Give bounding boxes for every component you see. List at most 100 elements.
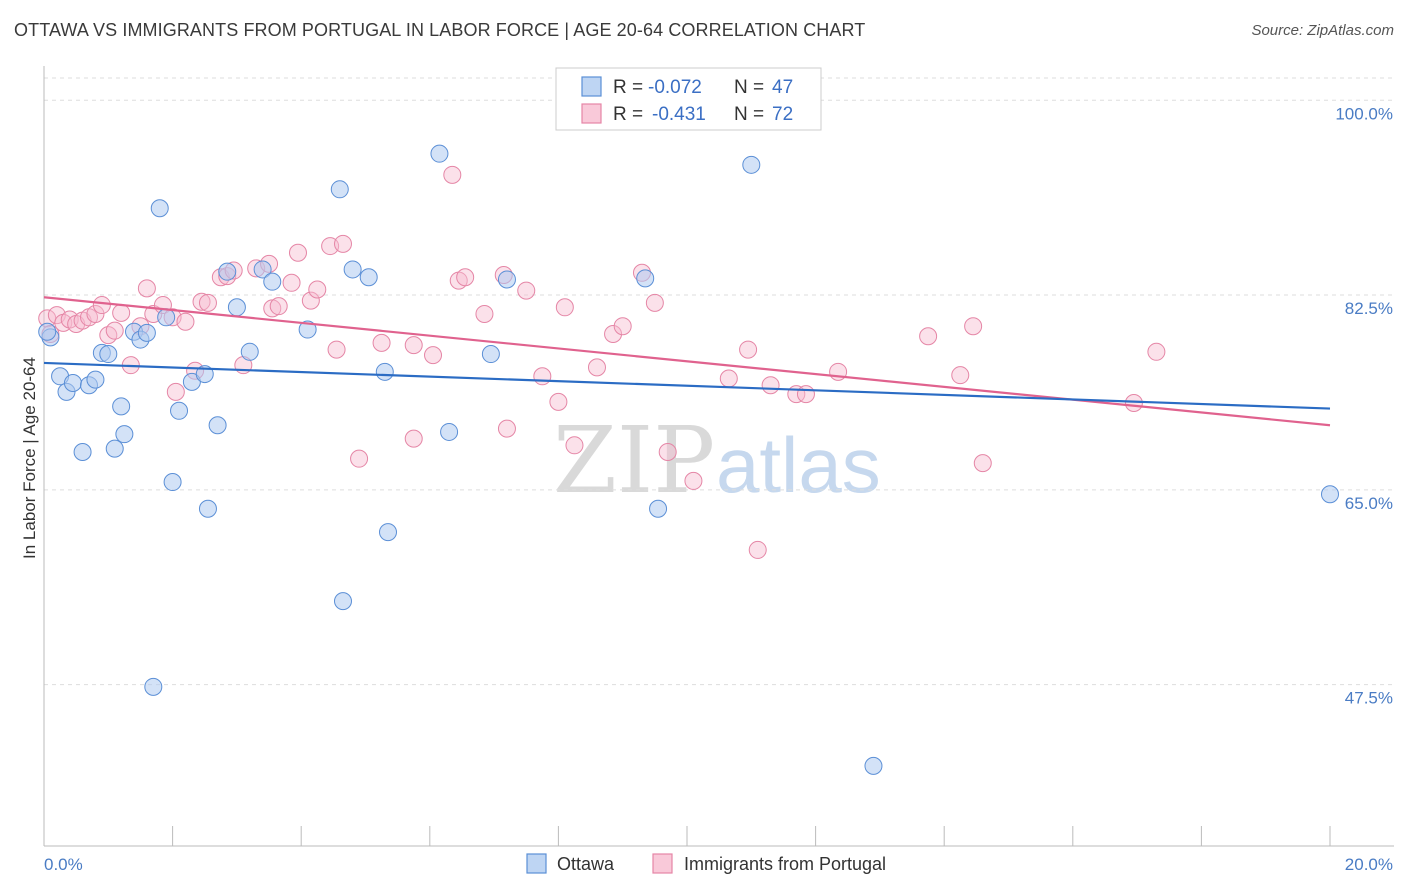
ottawa-point-17 bbox=[157, 308, 176, 327]
ottawa-point-8 bbox=[99, 345, 118, 364]
portugal-point-39 bbox=[350, 449, 369, 468]
legend-swatch-portugal-bottom bbox=[652, 853, 673, 874]
portugal-point-34 bbox=[301, 291, 320, 310]
ottawa-point-6 bbox=[86, 370, 105, 389]
watermark: ZIP atlas bbox=[553, 407, 881, 514]
portugal-point-56 bbox=[604, 325, 623, 343]
portugal-point-42 bbox=[404, 429, 423, 448]
ottawa-point-24 bbox=[218, 262, 237, 281]
correlation-legend: R = -0.072 N = 47 R = -0.431 N = 72 bbox=[555, 67, 822, 131]
series-ottawa-points bbox=[38, 89, 1339, 775]
ottawa-point-43 bbox=[742, 155, 761, 174]
ottawa-point-11 bbox=[115, 425, 134, 444]
portugal-point-64 bbox=[748, 540, 767, 559]
portugal-point-63 bbox=[739, 340, 758, 359]
y-axis-label: In Labor Force | Age 20-64 bbox=[20, 357, 39, 559]
portugal-point-23 bbox=[198, 293, 217, 312]
legend-r-value-ottawa: -0.072 bbox=[648, 77, 702, 98]
portugal-point-62 bbox=[719, 369, 738, 388]
source-credit: Source: ZipAtlas.com bbox=[1251, 22, 1394, 39]
portugal-point-52 bbox=[549, 392, 568, 411]
trend-line-ottawa bbox=[43, 361, 1331, 410]
portugal-point-54 bbox=[565, 436, 584, 455]
portugal-point-11 bbox=[105, 321, 124, 340]
portugal-point-22 bbox=[192, 292, 211, 311]
gridlines bbox=[44, 77, 1394, 686]
legend-swatch-portugal bbox=[581, 103, 602, 124]
ottawa-point-31 bbox=[333, 592, 352, 611]
portugal-point-71 bbox=[964, 317, 983, 336]
trend-lines bbox=[43, 296, 1331, 427]
legend-r-value-portugal: -0.431 bbox=[652, 104, 706, 125]
axes bbox=[43, 66, 1394, 847]
ottawa-point-38 bbox=[481, 345, 500, 364]
legend-swatch-ottawa-bottom bbox=[526, 853, 547, 874]
ottawa-point-3 bbox=[63, 373, 82, 392]
portugal-point-67 bbox=[796, 385, 815, 404]
ottawa-point-9 bbox=[105, 439, 124, 458]
portugal-point-12 bbox=[112, 303, 131, 322]
portugal-point-74 bbox=[1147, 342, 1166, 361]
portugal-point-20 bbox=[176, 312, 195, 331]
y-tick-label-2: 82.5% bbox=[1345, 299, 1393, 318]
portugal-point-41 bbox=[404, 336, 423, 355]
x-tick-labels: 0.0% 20.0% bbox=[44, 855, 1393, 874]
ottawa-point-15 bbox=[144, 677, 163, 696]
portugal-point-69 bbox=[919, 327, 938, 346]
series-legend: Ottawa Immigrants from Portugal bbox=[526, 853, 886, 874]
y-tick-label-1: 65.0% bbox=[1345, 494, 1393, 513]
ottawa-point-34 bbox=[375, 362, 394, 381]
legend-n-value-ottawa: 47 bbox=[772, 77, 793, 98]
portugal-point-38 bbox=[333, 234, 352, 253]
portugal-point-59 bbox=[645, 293, 664, 312]
portugal-point-73 bbox=[1124, 394, 1143, 413]
legend-n-label-portugal: N = bbox=[734, 104, 764, 125]
ottawa-point-14 bbox=[137, 323, 156, 342]
ottawa-point-42 bbox=[649, 499, 668, 518]
portugal-point-57 bbox=[613, 317, 632, 336]
x-tick-label-1: 20.0% bbox=[1345, 855, 1393, 874]
ottawa-point-10 bbox=[112, 397, 131, 416]
legend-n-label-ottawa: N = bbox=[734, 77, 764, 98]
trend-line-portugal bbox=[43, 296, 1331, 427]
ottawa-point-30 bbox=[330, 180, 349, 199]
portugal-point-60 bbox=[658, 442, 677, 461]
ottawa-point-45 bbox=[1321, 485, 1339, 504]
ottawa-point-44 bbox=[864, 756, 883, 775]
legend-label-ottawa: Ottawa bbox=[557, 854, 615, 874]
y-tick-label-0: 47.5% bbox=[1345, 689, 1393, 708]
portugal-point-50 bbox=[517, 281, 536, 300]
ottawa-point-18 bbox=[163, 473, 182, 492]
legend-n-value-portugal: 72 bbox=[772, 104, 793, 125]
portugal-point-40 bbox=[372, 333, 391, 352]
portugal-point-43 bbox=[424, 346, 443, 365]
ottawa-point-25 bbox=[227, 298, 246, 317]
portugal-point-72 bbox=[973, 454, 992, 473]
ottawa-point-46 bbox=[38, 322, 57, 341]
ottawa-point-4 bbox=[73, 442, 92, 461]
chart-title: OTTAWA VS IMMIGRANTS FROM PORTUGAL IN LA… bbox=[14, 20, 866, 40]
ottawa-point-22 bbox=[198, 499, 217, 518]
ottawa-point-33 bbox=[359, 268, 378, 287]
ottawa-point-26 bbox=[240, 342, 259, 361]
y-tick-labels: 47.5% 65.0% 82.5% 100.0% bbox=[1335, 104, 1393, 707]
portugal-point-49 bbox=[497, 419, 516, 438]
ottawa-point-23 bbox=[208, 416, 227, 435]
x-tick-label-0: 0.0% bbox=[44, 855, 83, 874]
ottawa-point-35 bbox=[379, 523, 398, 542]
y-tick-label-3: 100.0% bbox=[1335, 104, 1393, 123]
ottawa-point-32 bbox=[343, 260, 362, 279]
portugal-point-15 bbox=[137, 279, 156, 298]
legend-r-label-portugal: R = bbox=[613, 104, 643, 125]
ottawa-point-39 bbox=[497, 270, 516, 289]
ottawa-point-41 bbox=[636, 269, 655, 288]
watermark-zip: ZIP bbox=[553, 407, 715, 514]
ottawa-point-36 bbox=[430, 144, 449, 163]
portugal-point-55 bbox=[587, 358, 606, 377]
portugal-point-8 bbox=[86, 304, 105, 323]
portugal-point-46 bbox=[456, 268, 475, 287]
ottawa-point-28 bbox=[263, 272, 282, 291]
portugal-point-70 bbox=[951, 366, 970, 385]
ottawa-point-29 bbox=[298, 320, 317, 339]
